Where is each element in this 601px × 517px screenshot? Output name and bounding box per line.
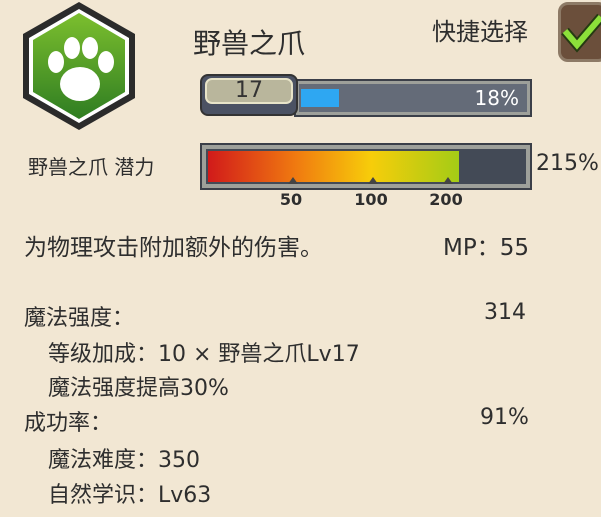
- skill-name: 野兽之爪: [193, 27, 306, 60]
- level-value: 17: [205, 78, 293, 104]
- potential-label: 野兽之爪 潜力: [28, 155, 155, 179]
- potential-tick-50: [288, 177, 298, 184]
- potential-percent: 215%: [536, 151, 599, 176]
- paw-icon: [23, 2, 135, 130]
- level-badge: 17: [200, 74, 298, 116]
- stat-difficulty: 魔法难度：350: [48, 448, 200, 473]
- stat-magic-power-value: 314: [484, 300, 526, 325]
- potential-fill: [208, 151, 460, 182]
- potential-bar: [200, 143, 532, 190]
- potential-tick-100: [368, 177, 378, 184]
- stat-success-value: 91%: [480, 405, 529, 430]
- quick-select-checkbox[interactable]: [558, 2, 601, 62]
- potential-tick-200: [443, 177, 453, 184]
- potential-tick-label: 100: [354, 190, 388, 209]
- potential-tick-label: 200: [429, 190, 463, 209]
- checkmark-icon: [561, 13, 601, 53]
- skill-description: 为物理攻击附加额外的伤害。: [24, 235, 323, 261]
- stat-success-label: 成功率：: [24, 411, 113, 436]
- stat-magic-power-label: 魔法强度：: [24, 306, 135, 331]
- quick-select-label: 快捷选择: [432, 18, 528, 46]
- xp-progress-bar: 18%: [294, 79, 532, 117]
- stat-power-increase: 魔法强度提高30%: [48, 376, 229, 401]
- stat-nature-knowledge: 自然学识：Lv63: [48, 483, 212, 508]
- xp-percent: 18%: [474, 86, 519, 110]
- stat-level-bonus: 等级加成：10 × 野兽之爪Lv17: [48, 342, 360, 367]
- mp-cost: MP：55: [443, 235, 529, 261]
- potential-tick-label: 50: [279, 190, 303, 209]
- xp-fill: [301, 89, 340, 107]
